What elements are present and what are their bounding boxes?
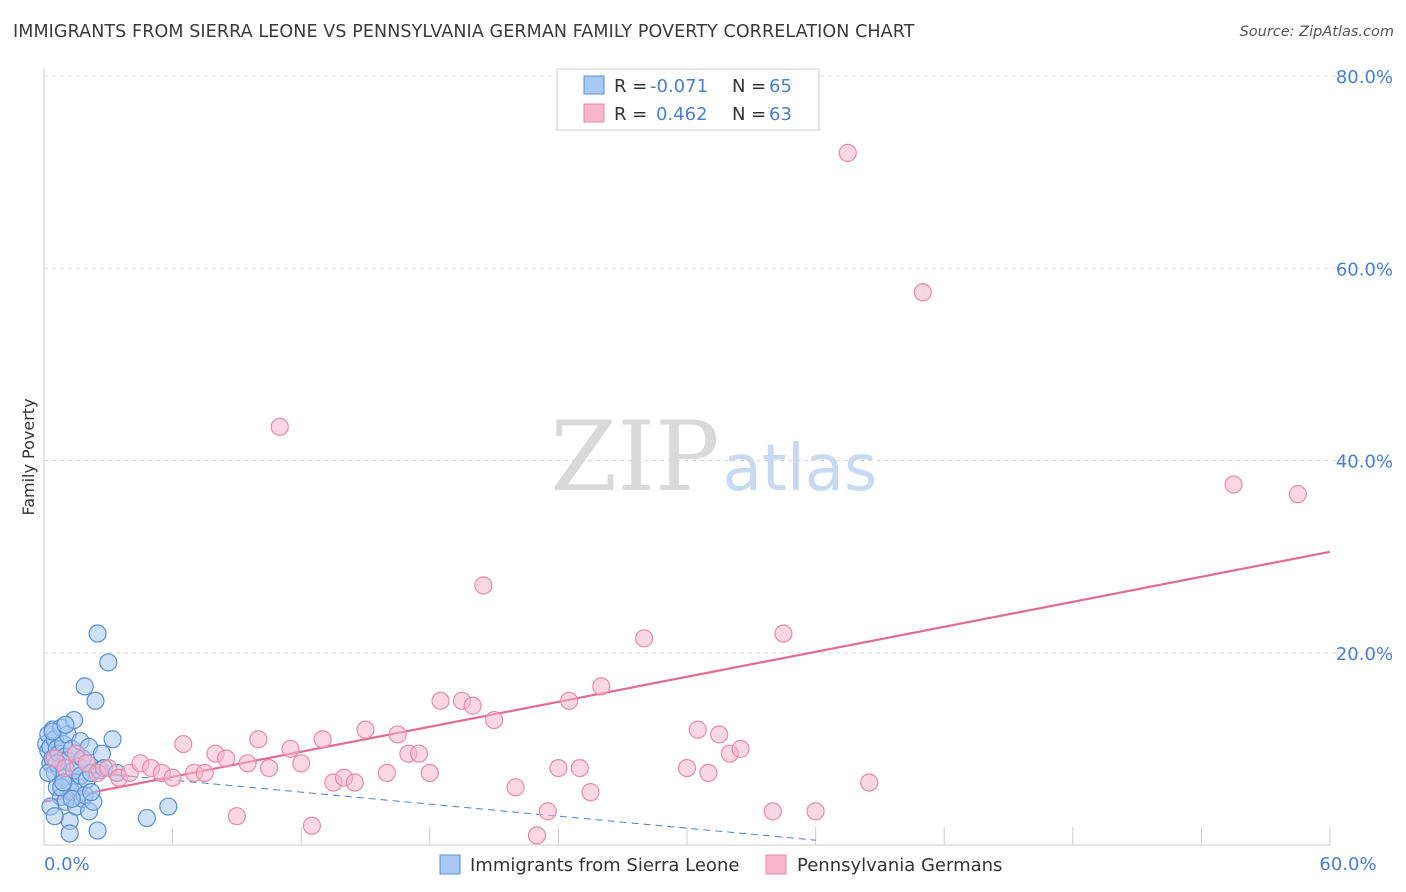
data-point-pink-35 xyxy=(431,691,450,710)
data-point-pink-18 xyxy=(238,754,257,773)
x-tick-label-0: 0.0% xyxy=(44,854,90,875)
data-point-pink-12 xyxy=(174,734,193,754)
data-point-pink-33 xyxy=(409,744,429,763)
data-point-pink-21 xyxy=(270,417,289,436)
data-point-blue-55 xyxy=(88,821,107,840)
legend-n-label-pink: N = xyxy=(732,104,766,125)
data-point-pink-62 xyxy=(635,629,654,648)
series-legend-swatch-blue xyxy=(439,854,461,875)
data-point-pink-17 xyxy=(227,807,246,826)
series-legend-swatch-pink xyxy=(765,854,787,875)
data-point-blue-44 xyxy=(88,624,107,643)
data-point-pink-24 xyxy=(302,816,322,835)
watermark-zip: ZIP xyxy=(550,401,719,513)
data-point-pink-1 xyxy=(56,758,75,778)
legend-r-value-blue: -0.071 xyxy=(650,76,708,97)
data-point-pink-19 xyxy=(249,730,268,749)
data-point-pink-56 xyxy=(806,802,825,821)
data-point-pink-30 xyxy=(377,763,397,783)
data-point-pink-55 xyxy=(774,624,793,643)
legend-n-value-blue: 65 xyxy=(769,76,792,97)
data-point-pink-47 xyxy=(592,677,611,696)
y-tick-label-20: 20.0% xyxy=(1336,644,1393,665)
data-point-pink-59 xyxy=(913,283,932,302)
series-legend: Immigrants from Sierra Leone Pennsylvani… xyxy=(439,854,1002,876)
data-point-pink-23 xyxy=(292,754,311,773)
y-tick-label-80: 80.0% xyxy=(1336,67,1393,88)
data-point-pink-41 xyxy=(527,826,547,845)
data-point-pink-29 xyxy=(356,720,375,739)
data-point-pink-60 xyxy=(1224,475,1243,494)
data-point-pink-16 xyxy=(217,749,236,768)
data-point-pink-22 xyxy=(281,739,300,758)
data-point-pink-37 xyxy=(463,696,482,715)
data-point-pink-34 xyxy=(420,763,439,783)
series-legend-label-blue: Immigrants from Sierra Leone xyxy=(470,855,739,876)
data-point-pink-51 xyxy=(710,725,729,744)
data-point-pink-14 xyxy=(195,763,214,783)
data-point-pink-49 xyxy=(688,720,707,739)
data-point-pink-46 xyxy=(581,783,600,802)
data-point-blue-61 xyxy=(62,789,81,808)
data-point-blue-49 xyxy=(103,730,122,749)
data-point-blue-57 xyxy=(159,797,178,816)
data-point-blue-60 xyxy=(56,715,75,734)
data-point-pink-40 xyxy=(506,778,525,797)
data-point-pink-42 xyxy=(538,802,557,821)
legend-r-label-blue: R = xyxy=(614,76,647,97)
legend-n-value-pink: 63 xyxy=(769,104,792,125)
data-point-blue-52 xyxy=(45,807,64,826)
trendline-pink xyxy=(43,550,1331,803)
series-legend-label-pink: Pennsylvania Germans xyxy=(797,855,1002,876)
data-point-pink-45 xyxy=(570,758,589,778)
y-tick-label-40: 40.0% xyxy=(1336,452,1393,473)
data-point-pink-31 xyxy=(388,725,407,744)
data-point-pink-50 xyxy=(699,763,718,783)
data-point-pink-20 xyxy=(259,758,279,778)
data-point-pink-54 xyxy=(763,802,782,821)
data-point-pink-38 xyxy=(474,576,493,595)
chart-title: IMMIGRANTS FROM SIERRA LEONE VS PENNSYLV… xyxy=(13,22,915,42)
data-point-pink-28 xyxy=(345,773,364,792)
trendline-blue-dashed xyxy=(129,775,816,841)
data-point-pink-43 xyxy=(549,758,568,778)
data-point-pink-11 xyxy=(163,768,182,787)
source-credit: Source: ZipAtlas.com xyxy=(1239,24,1394,40)
legend-r-value-pink: 0.462 xyxy=(656,104,708,125)
data-point-pink-58 xyxy=(860,773,879,792)
y-tick-label-60: 60.0% xyxy=(1336,259,1393,280)
data-point-pink-57 xyxy=(838,143,857,162)
legend-r-label-pink: R = xyxy=(614,104,647,125)
legend-swatch-blue xyxy=(583,75,605,95)
data-point-pink-39 xyxy=(485,710,504,730)
data-point-pink-61 xyxy=(1288,485,1307,504)
data-point-blue-54 xyxy=(60,824,79,843)
data-point-pink-44 xyxy=(560,691,579,710)
data-point-blue-63 xyxy=(82,783,101,802)
data-point-blue-43 xyxy=(86,691,105,710)
data-point-pink-25 xyxy=(313,730,332,749)
legend-n-label-blue: N = xyxy=(732,76,766,97)
data-point-blue-36 xyxy=(75,677,94,696)
data-point-blue-56 xyxy=(137,808,156,828)
data-point-pink-53 xyxy=(731,739,750,758)
correlation-legend: R = -0.071 N = 65 R = 0.462 N = 63 xyxy=(556,68,820,131)
data-point-blue-48 xyxy=(99,653,118,672)
watermark-atlas: atlas xyxy=(723,432,878,506)
x-tick-label-60: 60.0% xyxy=(1319,854,1376,875)
y-axis-label: Family Poverty xyxy=(19,398,38,515)
legend-swatch-pink xyxy=(583,103,605,123)
data-point-pink-48 xyxy=(677,758,697,778)
